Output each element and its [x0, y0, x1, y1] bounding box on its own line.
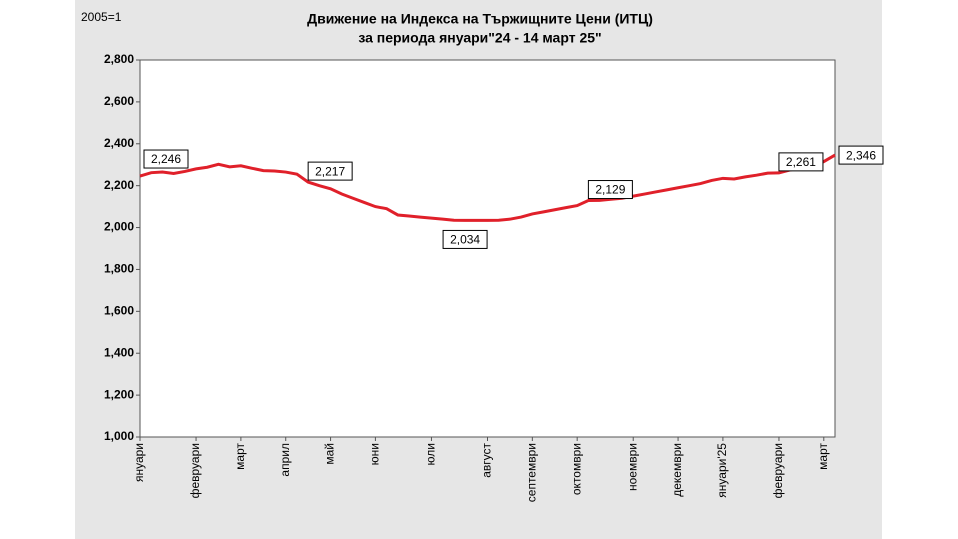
data-label-box	[307, 161, 353, 181]
x-tick-label: декември	[670, 443, 684, 497]
data-label: 2,261	[786, 155, 816, 169]
y-tick-label: 1,600	[104, 304, 134, 318]
data-label: 2,346	[846, 148, 876, 162]
y-tick-label: 2,800	[104, 52, 134, 66]
x-tick-label: януари'25	[715, 443, 729, 498]
data-label: 2,034	[450, 233, 480, 247]
y-tick-label: 2,600	[104, 94, 134, 108]
data-label-box	[442, 229, 488, 249]
x-tick-label: юли	[424, 443, 438, 465]
series-line	[139, 153, 836, 222]
data-label: 2,217	[315, 164, 345, 178]
y-tick-label: 1,200	[104, 387, 134, 401]
data-label: 2,129	[595, 183, 625, 197]
x-tick-label: януари	[132, 443, 146, 482]
x-tick-label: юни	[368, 443, 382, 465]
data-label: 2,246	[151, 152, 181, 166]
y-tick-label: 2,400	[104, 136, 134, 150]
data-label-box	[587, 180, 633, 200]
chart-title: Движение на Индекса на Тържищните Цени (…	[307, 11, 653, 27]
y-tick-label: 2,200	[104, 178, 134, 192]
unit-label: 2005=1	[81, 10, 122, 24]
x-tick-label: август	[480, 443, 494, 478]
x-tick-label: април	[278, 443, 292, 477]
x-tick-label: февруари	[771, 443, 785, 498]
x-tick-label: март	[816, 443, 830, 470]
y-tick-label: 1,400	[104, 345, 134, 359]
x-tick-label: март	[233, 443, 247, 470]
x-tick-label: септември	[525, 443, 539, 502]
y-tick-label: 1,800	[104, 262, 134, 276]
x-tick-label: февруари	[188, 443, 202, 498]
data-label-box	[143, 149, 189, 169]
data-label-box	[838, 145, 884, 165]
x-tick-label: октомври	[569, 443, 583, 495]
x-tick-label: ноември	[625, 443, 639, 491]
y-tick-label: 1,000	[104, 429, 134, 443]
y-tick-label: 2,000	[104, 220, 134, 234]
chart-subtitle: за периода януари"24 - 14 март 25"	[358, 30, 601, 46]
data-label-box	[778, 152, 824, 172]
x-tick-label: май	[323, 443, 337, 465]
